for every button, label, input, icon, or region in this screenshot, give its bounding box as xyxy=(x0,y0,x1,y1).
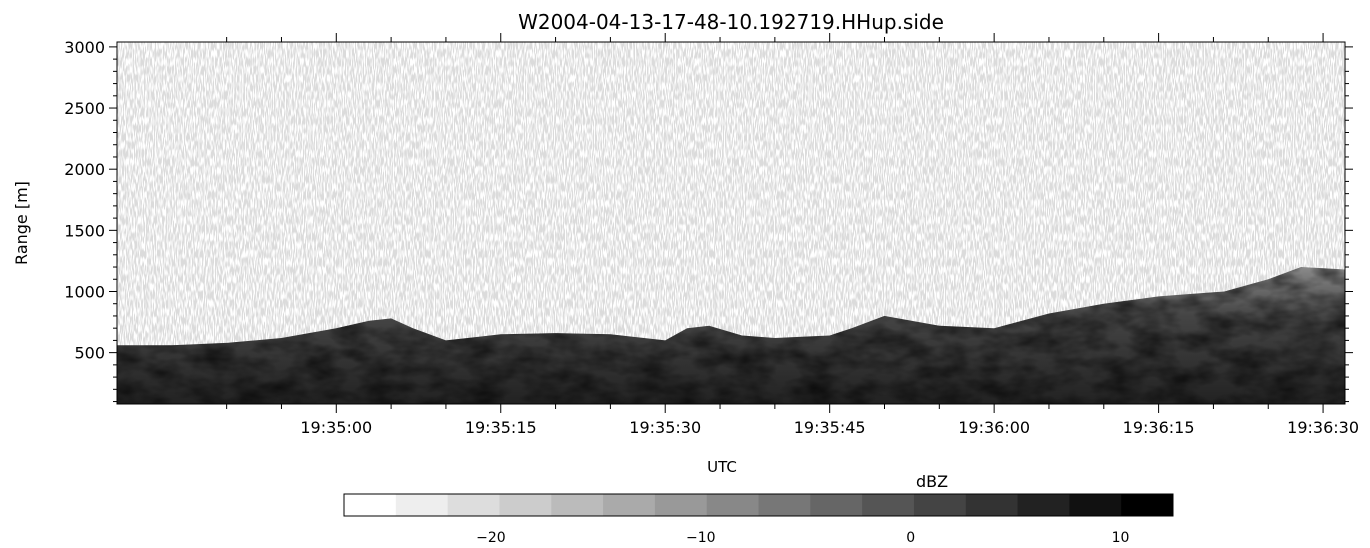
colorbar-swatch xyxy=(706,494,759,516)
plot-area xyxy=(117,42,1345,404)
colorbar-swatch xyxy=(1069,494,1122,516)
colorbar-swatch xyxy=(913,494,967,516)
y-axis: 500 1000 1500 2000 2500 3000 xyxy=(64,38,1353,403)
colorbar-swatch xyxy=(499,494,552,516)
y-tick-label: 500 xyxy=(74,344,105,363)
colorbar-swatch xyxy=(654,494,708,516)
y-tick-label: 3000 xyxy=(64,38,105,57)
x-tick-label: 19:35:15 xyxy=(465,418,537,437)
x-tick-label: 19:35:30 xyxy=(629,418,701,437)
y-tick-label: 2500 xyxy=(64,99,105,118)
colorbar-swatch xyxy=(551,494,604,516)
colorbar-tick-label: −20 xyxy=(476,530,506,546)
colorbar-swatch xyxy=(810,494,863,516)
colorbar-swatch xyxy=(965,494,1019,516)
colorbar-swatch xyxy=(1121,494,1174,516)
colorbar-swatch xyxy=(862,494,915,516)
colorbar-label: dBZ xyxy=(916,472,948,491)
colorbar-swatch xyxy=(1017,494,1070,516)
colorbar-swatch xyxy=(344,494,397,516)
y-axis-label: Range [m] xyxy=(12,181,31,265)
colorbar-swatch xyxy=(758,494,811,516)
x-tick-label: 19:36:15 xyxy=(1123,418,1195,437)
colorbar-tick-label: −10 xyxy=(686,530,716,546)
x-tick-label: 19:36:00 xyxy=(958,418,1030,437)
colorbar-tick-label: 0 xyxy=(906,530,915,546)
colorbar-tick-label: 10 xyxy=(1112,530,1130,546)
x-tick-label: 19:35:45 xyxy=(794,418,866,437)
chart-title: W2004-04-13-17-48-10.192719.HHup.side xyxy=(518,10,944,34)
x-axis-label: UTC xyxy=(707,458,737,476)
y-tick-label: 2000 xyxy=(64,160,105,179)
x-axis: 19:35:00 19:35:15 19:35:30 19:35:45 19:36:00… xyxy=(226,33,1359,437)
x-tick-label: 19:35:00 xyxy=(300,418,372,437)
colorbar-swatch xyxy=(395,494,449,516)
colorbar-frame xyxy=(343,493,1174,517)
colorbar-swatch xyxy=(603,494,656,516)
x-tick-label: 19:36:30 xyxy=(1287,418,1359,437)
plot-frame xyxy=(116,41,1346,405)
y-tick-label: 1500 xyxy=(64,221,105,240)
colorbar-swatch xyxy=(447,494,500,516)
y-tick-label: 1000 xyxy=(64,282,105,301)
colorbar: −20 −10 0 10 xyxy=(343,493,1174,546)
